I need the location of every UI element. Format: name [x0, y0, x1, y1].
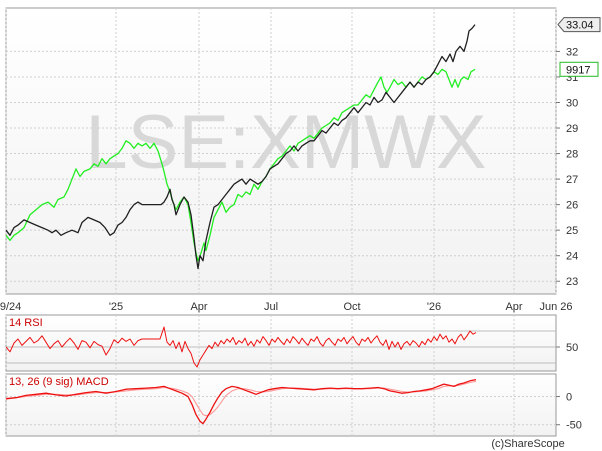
price-tick-label: 23 [566, 276, 578, 288]
time-tick-label: '25 [109, 301, 123, 313]
credit-text: (c)ShareScope [491, 438, 564, 450]
price-tick-label: 30 [566, 97, 578, 109]
price-tag: 33.04 [557, 17, 601, 33]
comparison-tag: 9917 [559, 61, 599, 77]
macd-line [6, 378, 477, 425]
time-tick-label: '26 [427, 301, 441, 313]
price-tick-label: 24 [566, 251, 578, 263]
time-tick-label: Jun 26 [539, 301, 572, 313]
time-tick-label: Oct [343, 301, 360, 313]
macd-axis: 0 -50 [556, 392, 582, 432]
rsi-grid [5, 315, 556, 371]
macd-tick-label: 0 [566, 392, 572, 404]
time-tick-label: Apr [190, 301, 207, 313]
time-tick-label: Apr [505, 301, 522, 313]
comparison-tag-label: 9917 [566, 64, 590, 76]
price-tag-label: 33.04 [566, 20, 594, 32]
watermark: LSE:XMWX [85, 100, 486, 185]
price-tick-label: 29 [566, 123, 578, 135]
price-tick-label: 27 [566, 174, 578, 186]
time-tick-label: 3/9/24 [0, 301, 21, 313]
price-tick-label: 32 [566, 46, 578, 58]
comparison-series-line [6, 68, 476, 262]
price-series-line [6, 24, 476, 270]
rsi-line [6, 326, 477, 368]
macd-label: 13, 26 (9 sig) MACD [9, 376, 109, 388]
rsi-tick-label: 50 [566, 342, 578, 354]
rsi-label: 14 RSI [9, 317, 43, 329]
macd-panel: 13, 26 (9 sig) MACD 0 -50 [5, 373, 582, 437]
price-tick-label: 25 [566, 225, 578, 237]
time-tick-label: Jul [264, 301, 278, 313]
time-axis: 3/9/24 '25 Apr Jul Oct '26 Apr Jun 26 [0, 301, 573, 313]
price-tick-label: 28 [566, 149, 578, 161]
macd-tick-label: -50 [566, 420, 582, 432]
rsi-panel: 14 RSI 50 [5, 314, 578, 372]
rsi-axis: 50 [556, 342, 578, 354]
price-tick-label: 26 [566, 200, 578, 212]
